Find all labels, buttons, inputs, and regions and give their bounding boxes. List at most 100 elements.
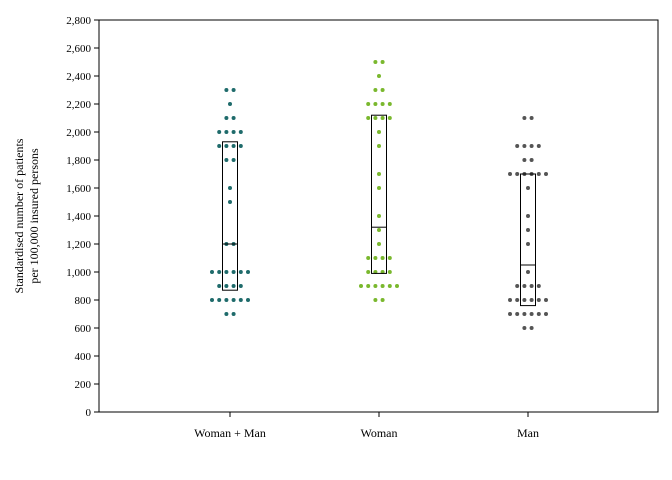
data-point — [246, 270, 250, 274]
data-point — [366, 116, 371, 120]
data-point — [231, 158, 236, 162]
y-tick-label: 2,800 — [66, 15, 91, 27]
data-point — [387, 270, 392, 274]
data-point — [238, 284, 243, 288]
data-point — [380, 116, 385, 120]
data-point — [526, 214, 530, 218]
data-point — [359, 284, 363, 288]
data-point — [387, 116, 392, 120]
data-point — [224, 88, 229, 92]
data-point — [526, 242, 530, 246]
data-point — [224, 270, 229, 274]
data-point — [536, 144, 541, 148]
data-point — [224, 312, 229, 316]
data-point — [231, 88, 236, 92]
data-point — [217, 130, 222, 134]
data-point — [522, 326, 527, 330]
data-point — [373, 88, 378, 92]
data-point — [522, 284, 527, 288]
data-point — [536, 298, 541, 302]
data-point — [529, 116, 534, 120]
data-point — [387, 256, 392, 260]
y-axis: 0 200 400 600 800 1,000 1,200 1,400 1,600 1,800 2,… — [66, 15, 99, 419]
data-point — [231, 284, 236, 288]
data-point — [377, 144, 381, 148]
data-groups — [210, 60, 548, 330]
data-point — [522, 144, 527, 148]
data-point — [231, 270, 236, 274]
y-tick-label: 400 — [75, 351, 92, 363]
data-point — [373, 102, 378, 106]
data-point — [515, 312, 520, 316]
y-axis-title-line-1: Standardised number of patients — [12, 138, 26, 293]
data-point — [508, 312, 512, 316]
y-tick-label: 2,400 — [66, 71, 91, 83]
data-point — [380, 102, 385, 106]
x-category-label: Woman + Man — [194, 426, 266, 440]
iqr-box — [520, 173, 536, 307]
data-point — [515, 298, 520, 302]
data-point — [377, 186, 381, 190]
data-point — [217, 144, 222, 148]
data-point — [238, 270, 243, 274]
data-point — [217, 270, 222, 274]
data-point — [377, 214, 381, 218]
data-point — [529, 144, 534, 148]
y-tick-label: 0 — [86, 407, 92, 419]
y-tick-label: 1,800 — [66, 155, 91, 167]
y-tick-label: 1,200 — [66, 239, 91, 251]
data-point — [373, 256, 378, 260]
data-point — [228, 102, 232, 106]
data-point — [231, 312, 236, 316]
y-tick-label: 2,200 — [66, 99, 91, 111]
y-axis-title-line-2: per 100,000 insured persons — [27, 148, 41, 284]
data-point — [544, 298, 548, 302]
data-point — [224, 298, 229, 302]
y-tick-label: 1,600 — [66, 183, 91, 195]
data-point — [238, 144, 243, 148]
group-woman — [359, 60, 399, 302]
iqr-box — [371, 114, 387, 274]
data-point — [217, 284, 222, 288]
data-point — [246, 298, 250, 302]
data-point — [224, 116, 229, 120]
data-point — [228, 186, 232, 190]
data-point — [377, 172, 381, 176]
data-point — [544, 172, 548, 176]
data-point — [224, 158, 229, 162]
data-point — [224, 284, 229, 288]
data-point — [231, 298, 236, 302]
data-point — [529, 298, 534, 302]
data-point — [377, 74, 381, 78]
y-tick-label: 1,000 — [66, 267, 91, 279]
data-point — [231, 144, 236, 148]
data-point — [515, 284, 520, 288]
data-point — [387, 102, 392, 106]
data-point — [380, 256, 385, 260]
data-point — [526, 228, 530, 232]
data-point — [544, 312, 548, 316]
data-point — [536, 312, 541, 316]
data-point — [377, 242, 381, 246]
data-point — [522, 116, 527, 120]
data-point — [380, 88, 385, 92]
data-point — [529, 326, 534, 330]
data-point — [515, 172, 520, 176]
data-point — [522, 158, 527, 162]
data-point — [515, 144, 520, 148]
data-point — [231, 130, 236, 134]
data-point — [380, 284, 385, 288]
data-point — [238, 298, 243, 302]
data-point — [508, 298, 512, 302]
data-point — [228, 200, 232, 204]
data-point — [366, 270, 371, 274]
data-point — [387, 284, 392, 288]
data-point — [529, 158, 534, 162]
data-point — [395, 284, 399, 288]
data-point — [522, 312, 527, 316]
data-point — [373, 60, 378, 64]
x-category-label: Woman — [360, 426, 397, 440]
x-axis: Woman + Man Woman Man — [194, 412, 539, 440]
iqr-box — [222, 141, 238, 291]
